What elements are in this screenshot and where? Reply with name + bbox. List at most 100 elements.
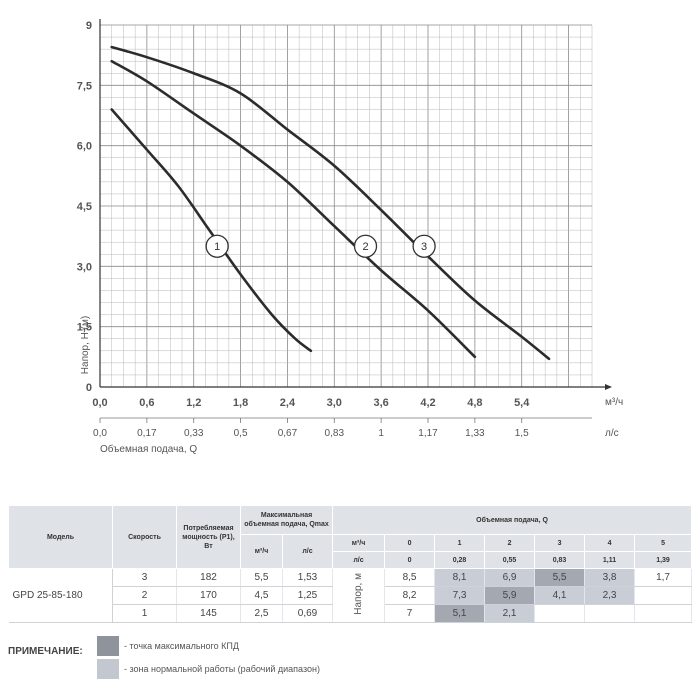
qmax-m3h-cell: 5,5 xyxy=(240,568,283,587)
head-cell: 8,1 xyxy=(434,568,486,587)
speed-cell: 1 xyxy=(112,604,177,623)
head-cell xyxy=(634,586,693,605)
head-cell: 8,5 xyxy=(384,568,436,587)
head-cell: 8,2 xyxy=(384,586,436,605)
chart-series xyxy=(110,45,551,361)
chart-grid xyxy=(99,24,593,388)
table-row: 1 145 2,5 0,69 7 5,1 2,1 xyxy=(9,604,693,623)
max-efficiency-swatch xyxy=(97,636,119,656)
pump-curve-chart: 0,0 0,6 1,2 1,8 2,4 3,0 3,6 4,2 4,8 5,4 0,0 0,17 0,3… xyxy=(77,19,623,455)
x2-tick-label: 1,17 xyxy=(418,428,438,439)
header-qmax: Максимальная объемная подача, Qmax xyxy=(239,505,334,535)
x-axis-unit: м³/ч xyxy=(605,397,623,408)
header-qmax-ls: л/с xyxy=(281,534,334,569)
x2-tick-label: 1,33 xyxy=(465,428,485,439)
header-power: Потребляемая мощность (P1), Вт xyxy=(176,505,241,569)
head-cell: 4,1 xyxy=(534,586,586,605)
head-cell: 2,3 xyxy=(584,586,636,605)
series-marker-3 xyxy=(412,234,436,258)
normal-zone-swatch xyxy=(97,659,119,679)
qmax-ls-cell: 1,25 xyxy=(282,586,334,605)
x-tick-label: 1,2 xyxy=(186,397,201,409)
speed-cell: 3 xyxy=(112,568,177,587)
note-title: ПРИМЕЧАНИЕ: xyxy=(8,646,83,657)
series-label-1: 1 xyxy=(214,241,220,253)
x-tick-label: 2,4 xyxy=(280,397,296,409)
x2-tick-label: 0,17 xyxy=(137,428,157,439)
series-label-3: 3 xyxy=(421,241,427,253)
flow-ls-3: 0,83 xyxy=(534,551,586,569)
flow-ls-0: 0 xyxy=(384,551,436,569)
model-cell: GPD 25-85-180 xyxy=(8,568,113,623)
x-tick-label: 0,6 xyxy=(139,397,154,409)
x2-tick-label: 0,33 xyxy=(184,428,204,439)
x2-tick-label: 1 xyxy=(378,428,384,439)
performance-table: Модель Скорость Потребляемая мощность (P… xyxy=(8,505,693,623)
chart-axes: 0,0 0,6 1,2 1,8 2,4 3,0 3,6 4,2 4,8 5,4 0,0 0,17 0,3… xyxy=(77,19,623,455)
flow-m3h-3: 3 xyxy=(534,534,586,552)
head-cell xyxy=(584,604,636,623)
y-axis-title: Напор, H (м) xyxy=(80,316,91,374)
power-cell: 170 xyxy=(176,586,241,605)
y-tick-label: 6,0 xyxy=(77,141,92,153)
flow-m3h-5: 5 xyxy=(634,534,693,552)
series-label-2: 2 xyxy=(362,241,368,253)
qmax-ls-cell: 1,53 xyxy=(282,568,334,587)
head-cell xyxy=(634,604,693,623)
head-cell: 7 xyxy=(384,604,436,623)
y-tick-label: 9 xyxy=(86,20,92,32)
y-tick-label: 3,0 xyxy=(77,261,92,273)
qmax-ls-cell: 0,69 xyxy=(282,604,334,623)
speed-cell: 2 xyxy=(112,586,177,605)
x-tick-label: 1,8 xyxy=(233,397,248,409)
qmax-m3h-cell: 2,5 xyxy=(240,604,283,623)
head-cell: 2,1 xyxy=(484,604,536,623)
y-tick-label: 1,5 xyxy=(77,322,92,334)
flow-m3h-4: 4 xyxy=(584,534,636,552)
flow-ls-4: 1,11 xyxy=(584,551,636,569)
power-cell: 182 xyxy=(176,568,241,587)
header-flow: Объемная подача, Q xyxy=(332,505,693,535)
x2-tick-label: 0,83 xyxy=(325,428,345,439)
table-row: GPD 25-85-180 3 182 5,5 1,53 Напор, м 8,… xyxy=(8,568,693,623)
flow-ls-2: 0,55 xyxy=(484,551,536,569)
y-tick-label: 7,5 xyxy=(77,80,92,92)
head-cell: 7,3 xyxy=(434,586,486,605)
x-tick-label: 4,2 xyxy=(420,397,435,409)
normal-zone-text: - зона нормальной работы (рабочий диапаз… xyxy=(124,664,320,674)
y-tick-label: 0 xyxy=(86,382,92,394)
head-label-cell: Напор, м xyxy=(332,568,386,623)
chart-labels: 1 2 3 xyxy=(205,234,436,258)
header-speed: Скорость xyxy=(112,505,177,569)
x-tick-label: 3,0 xyxy=(327,397,342,409)
flow-m3h-0: 0 xyxy=(384,534,436,552)
performance-table-wrap: Модель Скорость Потребляемая мощность (P… xyxy=(8,505,693,623)
series-marker-2 xyxy=(353,234,378,258)
qmax-m3h-cell: 4,5 xyxy=(240,586,283,605)
header-model: Модель xyxy=(8,505,113,569)
head-cell: 1,7 xyxy=(634,568,693,587)
flow-m3h-2: 2 xyxy=(484,534,536,552)
x2-tick-label: 0,0 xyxy=(93,428,107,439)
head-label: Напор, м xyxy=(353,573,365,615)
x2-tick-label: 0,67 xyxy=(278,428,298,439)
header-qmax-m3h: м³/ч xyxy=(240,534,283,569)
head-cell: 5,5 xyxy=(534,568,586,587)
x-tick-label: 0,0 xyxy=(92,397,107,409)
flow-ls-1: 0,28 xyxy=(434,551,486,569)
max-efficiency-text: - точка максимального КПД xyxy=(124,641,239,651)
x2-axis-unit: л/с xyxy=(605,428,619,439)
head-cell: 3,8 xyxy=(584,568,636,587)
head-cell: 5,9 xyxy=(484,586,536,605)
flow-ls-5: 1,39 xyxy=(634,551,693,569)
series-line-2 xyxy=(110,59,477,359)
x-tick-label: 4,8 xyxy=(467,397,482,409)
flow-m3h-1: 1 xyxy=(434,534,486,552)
table-row: 2 170 4,5 1,25 8,2 7,3 5,9 4,1 2,3 xyxy=(9,586,693,605)
x2-tick-label: 1,5 xyxy=(515,428,529,439)
series-line-3 xyxy=(110,45,551,361)
x2-axis-title: Объемная подача, Q xyxy=(100,443,197,455)
header-flow-m3h: м³/ч xyxy=(332,534,386,552)
head-cell: 5,1 xyxy=(434,604,486,623)
series-marker-1 xyxy=(205,234,229,258)
